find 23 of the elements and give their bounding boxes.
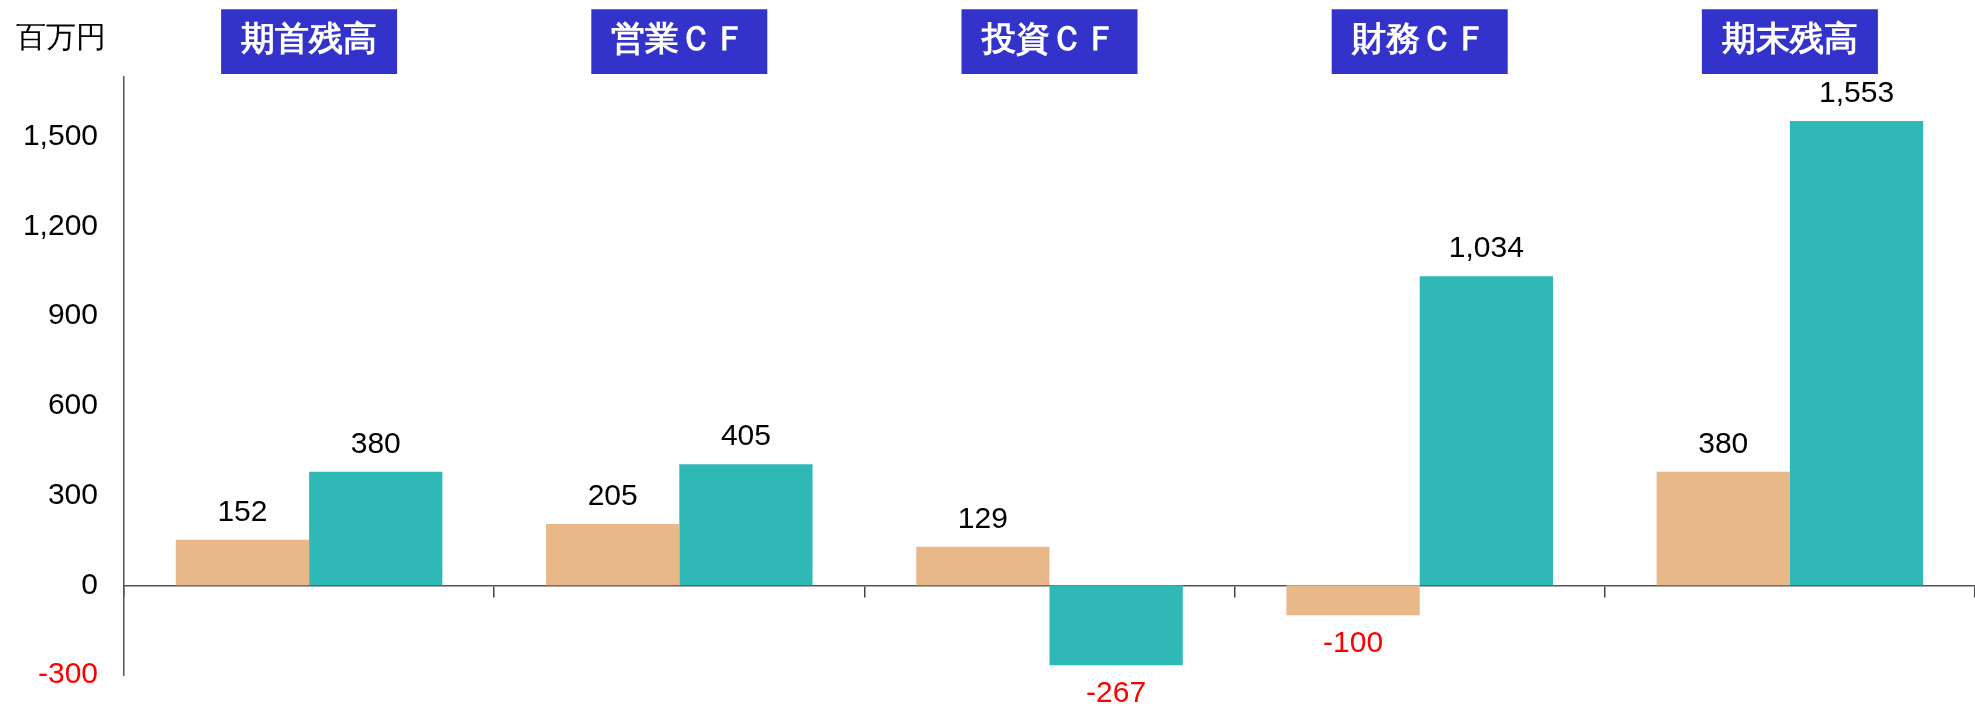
data-label: 152 bbox=[217, 494, 268, 528]
data-label: 380 bbox=[350, 425, 401, 459]
y-tick-label: 300 bbox=[47, 476, 98, 510]
data-label: 1,553 bbox=[1819, 75, 1895, 109]
data-label: 405 bbox=[720, 418, 771, 452]
y-tick-label: 600 bbox=[47, 387, 98, 421]
data-label: 1,034 bbox=[1448, 230, 1524, 264]
data-label: 205 bbox=[587, 478, 638, 512]
data-label: 129 bbox=[957, 500, 1008, 534]
x-tick-label: 財務ＣＦ bbox=[1350, 18, 1488, 59]
x-tick-label: 期末残高 bbox=[1720, 18, 1858, 59]
x-tick-label: 投資ＣＦ bbox=[979, 18, 1118, 59]
y-tick-label: 1,500 bbox=[22, 118, 98, 152]
y-tick-label: 900 bbox=[47, 297, 98, 331]
y-tick-label: 1,200 bbox=[22, 207, 98, 241]
data-label: 380 bbox=[1698, 425, 1749, 459]
data-label: -267 bbox=[1086, 675, 1147, 709]
x-tick-label: 期首残高 bbox=[240, 18, 378, 59]
x-tick-label: 営業ＣＦ bbox=[611, 18, 748, 59]
data-label: -100 bbox=[1323, 625, 1384, 659]
y-axis-title: 百万円 bbox=[16, 20, 106, 54]
y-tick-label: 0 bbox=[81, 566, 98, 600]
y-tick-label: -300 bbox=[37, 656, 98, 690]
